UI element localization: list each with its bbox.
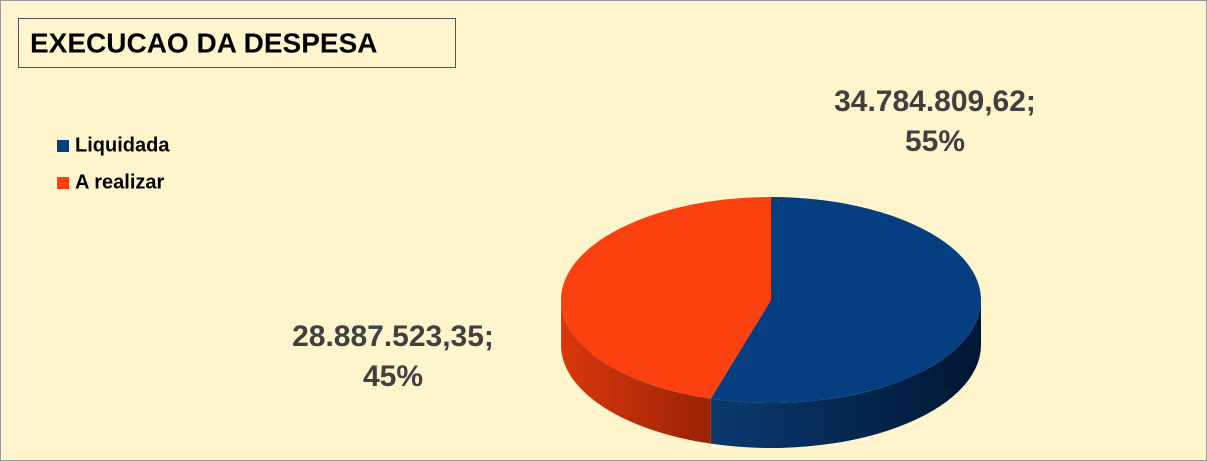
pie-side [561, 300, 711, 444]
data-label: 28.887.523,35; [292, 320, 494, 353]
percent-label: 45% [363, 360, 423, 393]
legend-label: A realizar [75, 171, 165, 193]
percent-label: 55% [905, 125, 965, 158]
legend-swatch [57, 140, 69, 152]
chart-title: EXECUCAO DA DESPESA [30, 27, 377, 58]
data-label: 34.784.809,62; [834, 85, 1036, 118]
legend-swatch [57, 177, 69, 189]
pie-side [710, 300, 981, 448]
pie-slice [561, 197, 771, 399]
pie-slice [710, 197, 982, 403]
legend-label: Liquidada [75, 134, 170, 156]
title-box [18, 18, 456, 68]
